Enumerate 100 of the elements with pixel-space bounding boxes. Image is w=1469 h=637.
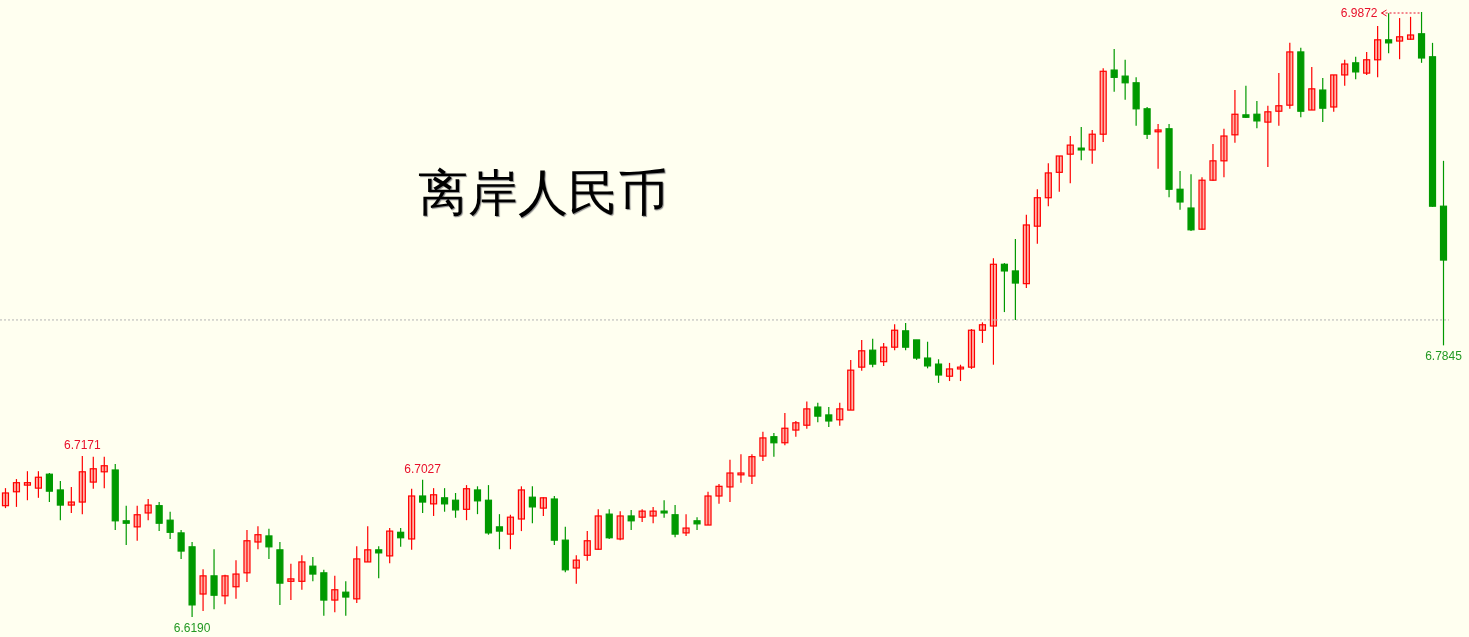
candlestick bbox=[781, 412, 789, 446]
candlestick bbox=[309, 556, 317, 582]
candlestick bbox=[715, 483, 723, 505]
candlestick bbox=[331, 575, 339, 613]
candlestick bbox=[847, 359, 855, 411]
candlestick bbox=[495, 513, 504, 550]
candlestick bbox=[45, 472, 53, 503]
candlestick bbox=[34, 470, 43, 499]
candlestick bbox=[1066, 135, 1074, 184]
candlestick bbox=[243, 529, 251, 583]
candlestick bbox=[199, 568, 207, 612]
annotation: 6.9872 bbox=[1340, 6, 1378, 20]
candlestick bbox=[1044, 162, 1052, 207]
candlestick bbox=[517, 485, 526, 532]
candlestick bbox=[1253, 100, 1261, 129]
candlestick bbox=[375, 545, 383, 579]
candlestick bbox=[770, 432, 778, 458]
candlestick bbox=[1395, 17, 1404, 60]
candlestick bbox=[100, 456, 108, 489]
candlestick bbox=[880, 342, 888, 367]
candlestick bbox=[748, 453, 756, 485]
annotation: 6.7027 bbox=[404, 461, 442, 476]
candlestick bbox=[704, 491, 712, 526]
candlestick bbox=[912, 339, 921, 361]
candlestick bbox=[155, 501, 163, 532]
candlestick bbox=[1341, 59, 1349, 87]
candlestick bbox=[934, 358, 943, 384]
candlestick bbox=[506, 514, 515, 550]
candlestick bbox=[89, 456, 97, 490]
candlestick bbox=[1, 487, 10, 509]
candlestick bbox=[1088, 129, 1096, 165]
candlestick bbox=[265, 528, 273, 560]
candlestick bbox=[1308, 66, 1316, 111]
candlestick bbox=[1275, 72, 1283, 127]
candlestick bbox=[1011, 238, 1019, 321]
candlestick bbox=[451, 492, 460, 519]
candlestick bbox=[1220, 128, 1228, 178]
candlestick bbox=[1154, 123, 1162, 170]
candlestick bbox=[1406, 16, 1415, 41]
candlestick bbox=[397, 527, 405, 548]
candlestick bbox=[353, 545, 361, 604]
candlestick bbox=[210, 548, 218, 610]
candlestick bbox=[1286, 42, 1294, 110]
candlestick bbox=[1264, 105, 1272, 168]
candlestick bbox=[1352, 56, 1360, 80]
candlestick bbox=[298, 554, 306, 591]
candlestick bbox=[1077, 126, 1085, 161]
candlestick bbox=[1121, 59, 1129, 101]
candlestick bbox=[1231, 89, 1239, 144]
candlestick bbox=[1033, 188, 1041, 245]
candlestick bbox=[803, 401, 811, 430]
candlestick bbox=[1363, 51, 1371, 76]
candlestick bbox=[814, 402, 822, 423]
candlestick bbox=[23, 470, 32, 501]
candlestick bbox=[408, 488, 416, 551]
candlestick bbox=[967, 328, 976, 370]
candlestick bbox=[67, 486, 75, 514]
candlestick bbox=[693, 516, 701, 531]
candlestick bbox=[462, 484, 471, 521]
candlestick bbox=[287, 563, 295, 601]
candlestick bbox=[364, 525, 372, 563]
candlestick bbox=[978, 321, 987, 344]
candlestick bbox=[1330, 74, 1338, 113]
candlestick bbox=[891, 323, 899, 351]
text: 离岸人民币 bbox=[418, 164, 668, 223]
candlestick bbox=[825, 406, 833, 428]
annotation: 6.7845 bbox=[1425, 349, 1463, 364]
candlestick bbox=[1022, 214, 1030, 289]
candlestick bbox=[1176, 170, 1184, 211]
candlestick bbox=[12, 478, 21, 508]
candlestick bbox=[836, 402, 844, 427]
candlestick bbox=[473, 485, 482, 515]
candlestick bbox=[1000, 262, 1009, 313]
annotation: 6.6190 bbox=[173, 621, 211, 635]
candlestick bbox=[858, 339, 866, 372]
candlestick bbox=[1198, 176, 1206, 231]
candlestick bbox=[144, 498, 152, 521]
candlestick bbox=[660, 499, 668, 519]
candlestick bbox=[1242, 85, 1250, 119]
candlestick bbox=[1209, 143, 1217, 182]
candlestick bbox=[605, 508, 613, 540]
candlestick bbox=[1374, 25, 1382, 78]
candlestick bbox=[56, 480, 64, 521]
candlestick bbox=[1187, 173, 1195, 232]
candlestick bbox=[1099, 67, 1107, 143]
candlestick bbox=[419, 479, 427, 514]
candlestick bbox=[386, 527, 394, 564]
candlestick bbox=[1055, 155, 1063, 193]
candlestick bbox=[737, 453, 745, 484]
candlestick bbox=[572, 554, 580, 585]
candlestick bbox=[254, 525, 262, 550]
candlestick bbox=[342, 580, 350, 617]
candlestick bbox=[869, 338, 877, 368]
candlestick bbox=[989, 257, 998, 366]
candlestick bbox=[671, 504, 679, 538]
candlestick bbox=[945, 362, 954, 382]
candlestick bbox=[528, 485, 536, 524]
candlestick bbox=[726, 459, 734, 503]
candlestick bbox=[902, 322, 910, 351]
candlestick bbox=[232, 559, 240, 600]
